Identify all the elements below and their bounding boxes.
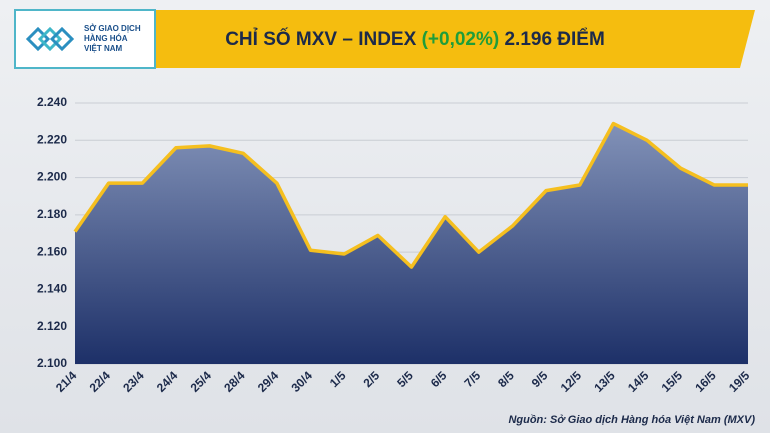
area — [75, 123, 748, 364]
logo-text: HÀNG HÓA — [84, 34, 128, 43]
y-tick-label: 2.240 — [37, 95, 67, 109]
logo-icon — [25, 26, 75, 52]
logo-text: SỞ GIAO DỊCH — [84, 24, 141, 33]
title-name: CHỈ SỐ MXV – INDEX — [225, 28, 416, 50]
title-level: 2.196 ĐIỂM — [504, 28, 604, 50]
y-tick-label: 2.140 — [37, 282, 67, 296]
y-tick-label: 2.120 — [37, 319, 67, 333]
chart-title: CHỈ SỐ MXV – INDEX (+0,02%) 2.196 ĐIỂM — [225, 28, 605, 50]
logo-text: VIỆT NAM — [84, 44, 123, 53]
y-tick-label: 2.160 — [37, 244, 67, 258]
header-banner — [135, 10, 755, 68]
y-tick-label: 2.100 — [37, 356, 67, 370]
y-tick-label: 2.180 — [37, 207, 67, 221]
source-note: Nguồn: Sở Giao dịch Hàng hóa Việt Nam (M… — [508, 414, 755, 426]
title-change: (+0,02%) — [422, 29, 500, 50]
y-tick-label: 2.220 — [37, 132, 67, 146]
line — [73, 121, 748, 269]
y-tick-label: 2.200 — [37, 170, 67, 184]
